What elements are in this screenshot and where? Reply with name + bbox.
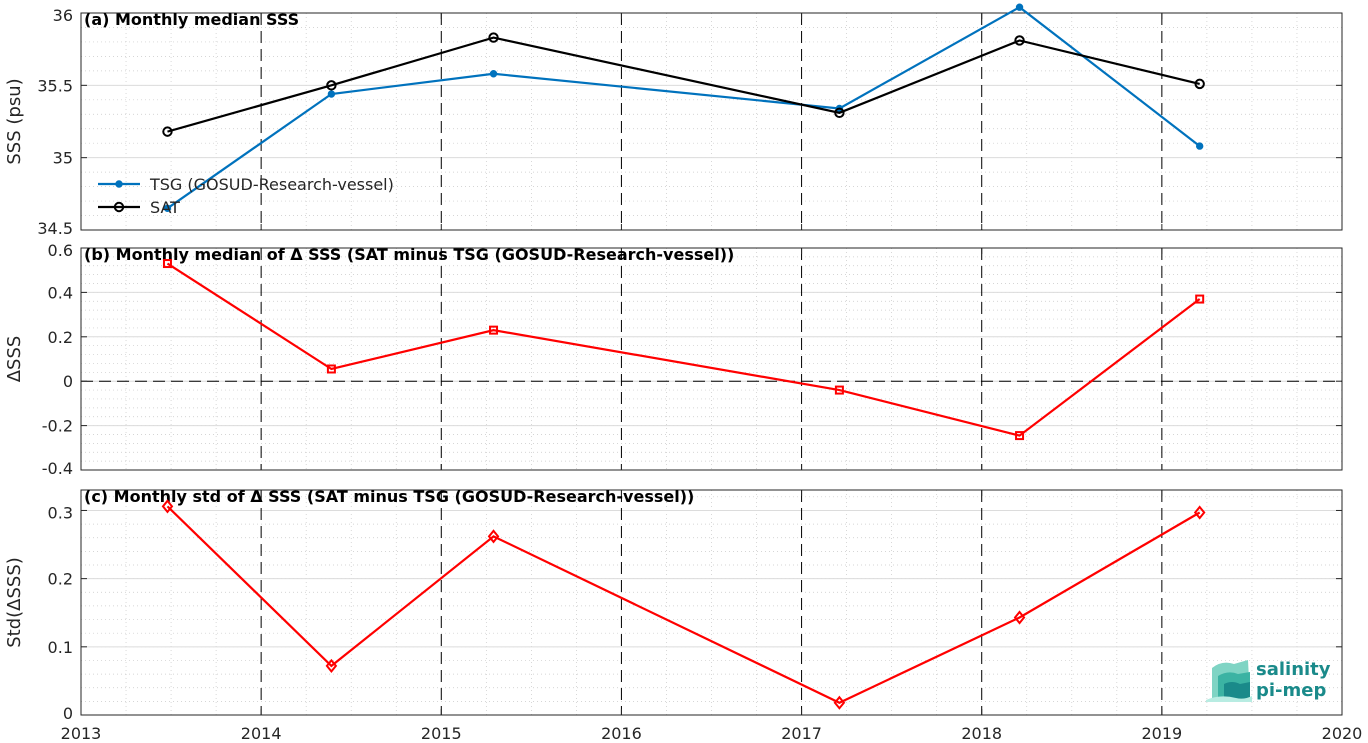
axes-frame [80, 12, 1343, 231]
series-line [166, 262, 1201, 437]
axes-frame [80, 247, 1343, 471]
data-point [834, 385, 844, 395]
legend-marker [113, 201, 125, 213]
y-tick-label: 0.3 [48, 503, 73, 522]
x-tick-label: 2017 [781, 724, 822, 743]
y-tick-label: 0.6 [48, 241, 73, 260]
x-tick-label: 2013 [61, 724, 102, 743]
data-point [162, 126, 173, 137]
x-tick-label: 2018 [961, 724, 1002, 743]
x-tick-label: 2015 [421, 724, 462, 743]
year-lines [260, 490, 1163, 715]
minor-grid [81, 13, 1342, 231]
data-point [162, 259, 172, 269]
minor-grid [81, 490, 1342, 716]
legend-marker [115, 180, 123, 188]
x-tick-label: 2016 [601, 724, 642, 743]
y-axis-label: SSS (psu) [4, 78, 25, 164]
y-tick-label: 0.1 [48, 638, 73, 657]
y-tick-label: -0.2 [42, 417, 73, 436]
panel-c-std-delta-sss: 0 0.1 0.2 0.3 2013 2014 2015 2016 2017 2018 2019 20… [4, 487, 1362, 743]
y-tick-label: 0.4 [48, 283, 73, 302]
data-point [833, 695, 846, 710]
data-point [1013, 610, 1026, 625]
data-point [1195, 142, 1204, 150]
data-point [1194, 78, 1205, 90]
x-tick-label: 2014 [241, 724, 282, 743]
data-point [1195, 294, 1205, 304]
data-point [1015, 3, 1024, 11]
x-tick-label: 2020 [1322, 724, 1363, 743]
logo-line1: salinity [1256, 659, 1331, 680]
y-tick-label: 0 [63, 704, 73, 723]
data-point [326, 80, 337, 91]
panel-a-monthly-median-sss: 34.5 35 35.5 36 SSS (psu) (a) Monthly median … [4, 3, 1343, 238]
data-point [326, 364, 336, 374]
y-tick-label: 0.2 [48, 570, 73, 589]
series-line [166, 505, 1201, 704]
y-tick-label: 35.5 [37, 76, 73, 95]
legend-entry: SAT [150, 198, 180, 217]
panel-title: (c) Monthly std of Δ SSS (SAT minus TSG … [84, 487, 694, 506]
data-point [161, 499, 174, 514]
y-tick-label: 0.2 [48, 328, 73, 347]
y-tick-label: -0.4 [42, 459, 73, 478]
series-tsg [163, 3, 1204, 213]
legend: TSG (GOSUD-Research-vessel) SAT [98, 175, 394, 217]
series-line [166, 5, 1201, 210]
data-point [489, 325, 499, 335]
y-tick-label: 35 [53, 149, 73, 168]
series-line [167, 36, 1200, 133]
panel-title: (a) Monthly median SSS [84, 10, 299, 29]
series-sat [162, 32, 1205, 137]
minor-grid [81, 247, 1342, 471]
data-point [1193, 505, 1206, 520]
logo-line2: pi-mep [1256, 680, 1326, 701]
x-tick-label: 2019 [1141, 724, 1182, 743]
legend-entry: TSG (GOSUD-Research-vessel) [149, 175, 394, 194]
year-lines [260, 248, 1163, 470]
series-delta [162, 259, 1205, 441]
y-axis-label: Std(ΔSSS) [4, 557, 25, 648]
data-point [327, 90, 336, 98]
y-tick-label: 34.5 [37, 219, 73, 238]
data-point [1015, 431, 1025, 441]
data-point [489, 70, 498, 78]
data-point [487, 529, 500, 544]
data-point [834, 107, 845, 119]
data-point [325, 658, 338, 673]
y-tick-label: 0 [63, 372, 73, 391]
y-axis-label: ΔSSS [4, 336, 25, 383]
logo-wave-icon [1206, 660, 1252, 702]
panel-b-median-delta-sss: -0.4 -0.2 0 0.2 0.4 0.6 ΔSSS (b) Monthly median… [4, 241, 1343, 478]
y-tick-label: 36 [53, 6, 73, 25]
salinity-pimep-logo: salinity pi-mep [1206, 659, 1331, 702]
year-lines [260, 13, 1163, 230]
data-point [488, 32, 499, 43]
data-point [163, 204, 172, 213]
data-point [1014, 35, 1025, 46]
series-delta [161, 499, 1206, 710]
axes-frame [80, 489, 1343, 716]
panel-title: (b) Monthly median of Δ SSS (SAT minus T… [84, 245, 734, 264]
